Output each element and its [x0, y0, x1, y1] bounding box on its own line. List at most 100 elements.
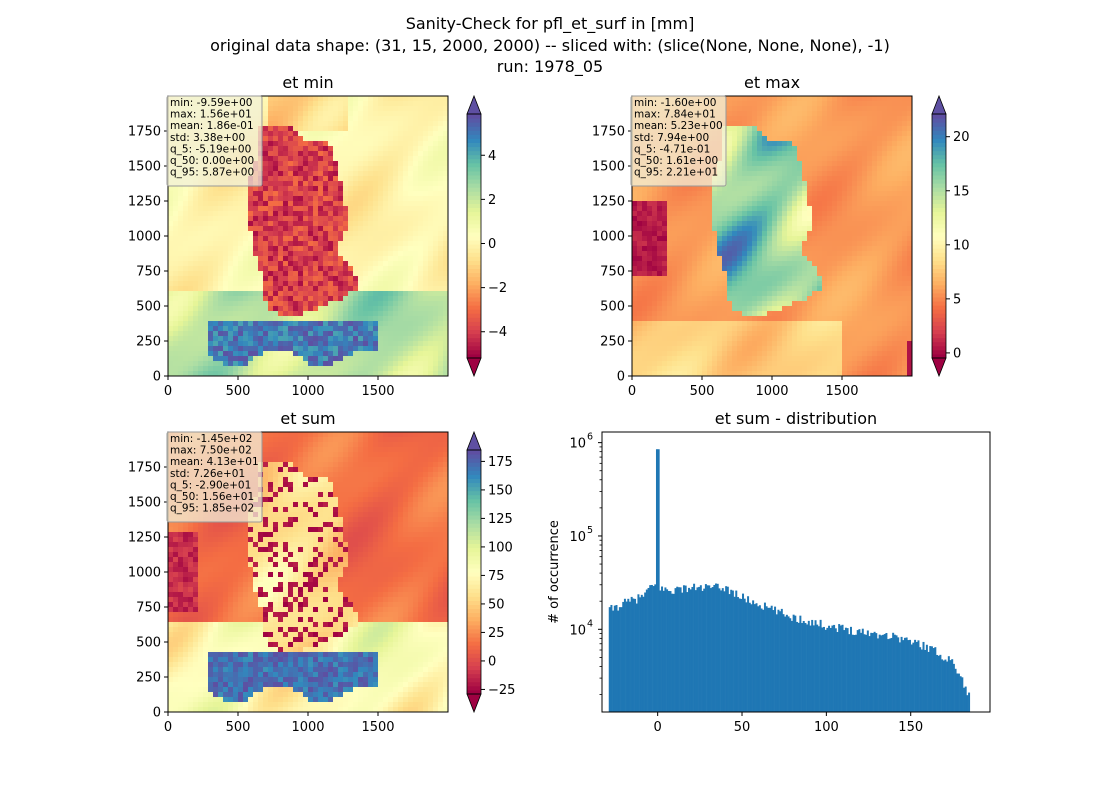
- heatmap-cell: [852, 146, 857, 151]
- heatmap-cell: [782, 236, 787, 241]
- heatmap-cell: [782, 171, 787, 176]
- heatmap-cell: [363, 351, 368, 356]
- heatmap-cell: [857, 161, 862, 166]
- heatmap-cell: [812, 146, 817, 151]
- heatmap-cell: [203, 331, 208, 336]
- heatmap-cell: [762, 151, 767, 156]
- heatmap-cell: [318, 306, 323, 311]
- heatmap-cell: [428, 231, 433, 236]
- colorbar-segment: [467, 301, 481, 306]
- heatmap-cell: [218, 186, 223, 191]
- heatmap-cell: [228, 351, 233, 356]
- heatmap-cell: [338, 166, 343, 171]
- heatmap-cell: [233, 286, 238, 291]
- heatmap-cell: [323, 356, 328, 361]
- heatmap-cell: [313, 136, 318, 141]
- heatmap-cell: [413, 176, 418, 181]
- heatmap-cell: [203, 321, 208, 326]
- heatmap-cell: [298, 281, 303, 286]
- heatmap-cell: [343, 181, 348, 186]
- heatmap-cell: [398, 356, 403, 361]
- heatmap-cell: [323, 201, 328, 206]
- heatmap-cell: [433, 96, 438, 101]
- heatmap-cell: [403, 106, 408, 111]
- heatmap-cell: [802, 246, 807, 251]
- heatmap-cell: [283, 331, 288, 336]
- heatmap-cell: [862, 236, 867, 241]
- heatmap-cell: [303, 366, 308, 371]
- heatmap-cell: [887, 226, 892, 231]
- heatmap-cell: [323, 301, 328, 306]
- colorbar-segment: [467, 138, 481, 143]
- heatmap-cell: [198, 231, 203, 236]
- heatmap-cell: [807, 201, 812, 206]
- heatmap-cell: [862, 141, 867, 146]
- heatmap-cell: [288, 221, 293, 226]
- heatmap-cell: [433, 141, 438, 146]
- heatmap-cell: [802, 131, 807, 136]
- heatmap-cell: [278, 151, 283, 156]
- heatmap-cell: [767, 126, 772, 131]
- heatmap-cell: [398, 296, 403, 301]
- heatmap-cell: [792, 101, 797, 106]
- heatmap-cell: [373, 186, 378, 191]
- heatmap-cell: [423, 261, 428, 266]
- heatmap-cell: [428, 126, 433, 131]
- heatmap-cell: [268, 136, 273, 141]
- heatmap-cell: [248, 296, 253, 301]
- heatmap-cell: [253, 356, 258, 361]
- heatmap-cell: [423, 216, 428, 221]
- heatmap-cell: [243, 356, 248, 361]
- heatmap-cell: [782, 141, 787, 146]
- heatmap-cell: [348, 301, 353, 306]
- heatmap-cell: [298, 136, 303, 141]
- heatmap-cell: [278, 261, 283, 266]
- heatmap-cell: [313, 126, 318, 131]
- heatmap-cell: [303, 346, 308, 351]
- heatmap-cell: [273, 196, 278, 201]
- heatmap-cell: [263, 226, 268, 231]
- heatmap-cell: [228, 266, 233, 271]
- heatmap-cell: [333, 361, 338, 366]
- heatmap-cell: [792, 181, 797, 186]
- heatmap-cell: [248, 266, 253, 271]
- heatmap-cell: [747, 236, 752, 241]
- heatmap-cell: [423, 146, 428, 151]
- heatmap-cell: [792, 201, 797, 206]
- heatmap-cell: [882, 141, 887, 146]
- heatmap-cell: [418, 241, 423, 246]
- heatmap-cell: [857, 151, 862, 156]
- heatmap-cell: [348, 321, 353, 326]
- heatmap-cell: [408, 261, 413, 266]
- heatmap-cell: [642, 241, 647, 246]
- heatmap-cell: [343, 246, 348, 251]
- heatmap-cell: [877, 226, 882, 231]
- heatmap-cell: [308, 326, 313, 331]
- heatmap-cell: [188, 251, 193, 256]
- heatmap-cell: [248, 276, 253, 281]
- heatmap-cell: [842, 221, 847, 226]
- heatmap-cell: [283, 236, 288, 241]
- heatmap-cell: [338, 251, 343, 256]
- heatmap-cell: [183, 306, 188, 311]
- heatmap-cell: [338, 121, 343, 126]
- heatmap-cell: [378, 251, 383, 256]
- heatmap-cell: [308, 146, 313, 151]
- heatmap-cell: [897, 181, 902, 186]
- heatmap-cell: [198, 236, 203, 241]
- heatmap-cell: [258, 276, 263, 281]
- heatmap-cell: [243, 241, 248, 246]
- heatmap-cell: [887, 131, 892, 136]
- heatmap-cell: [802, 211, 807, 216]
- heatmap-cell: [213, 356, 218, 361]
- heatmap-cell: [168, 236, 173, 241]
- heatmap-cell: [348, 261, 353, 266]
- heatmap-cell: [303, 256, 308, 261]
- heatmap-cell: [318, 256, 323, 261]
- heatmap-cell: [772, 231, 777, 236]
- heatmap-cell: [208, 341, 213, 346]
- heatmap-cell: [772, 131, 777, 136]
- heatmap-cell: [308, 111, 313, 116]
- heatmap-cell: [278, 126, 283, 131]
- heatmap-cell: [428, 221, 433, 226]
